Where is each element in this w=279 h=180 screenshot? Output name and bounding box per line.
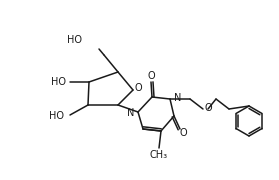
- Text: HO: HO: [50, 77, 66, 87]
- Text: O: O: [205, 103, 213, 113]
- Text: CH₃: CH₃: [150, 150, 168, 160]
- Text: HO: HO: [68, 35, 83, 45]
- Text: HO: HO: [49, 111, 64, 121]
- Text: N: N: [127, 108, 134, 118]
- Text: O: O: [147, 71, 155, 81]
- Text: O: O: [134, 83, 142, 93]
- Text: O: O: [179, 128, 187, 138]
- Text: N: N: [174, 93, 181, 103]
